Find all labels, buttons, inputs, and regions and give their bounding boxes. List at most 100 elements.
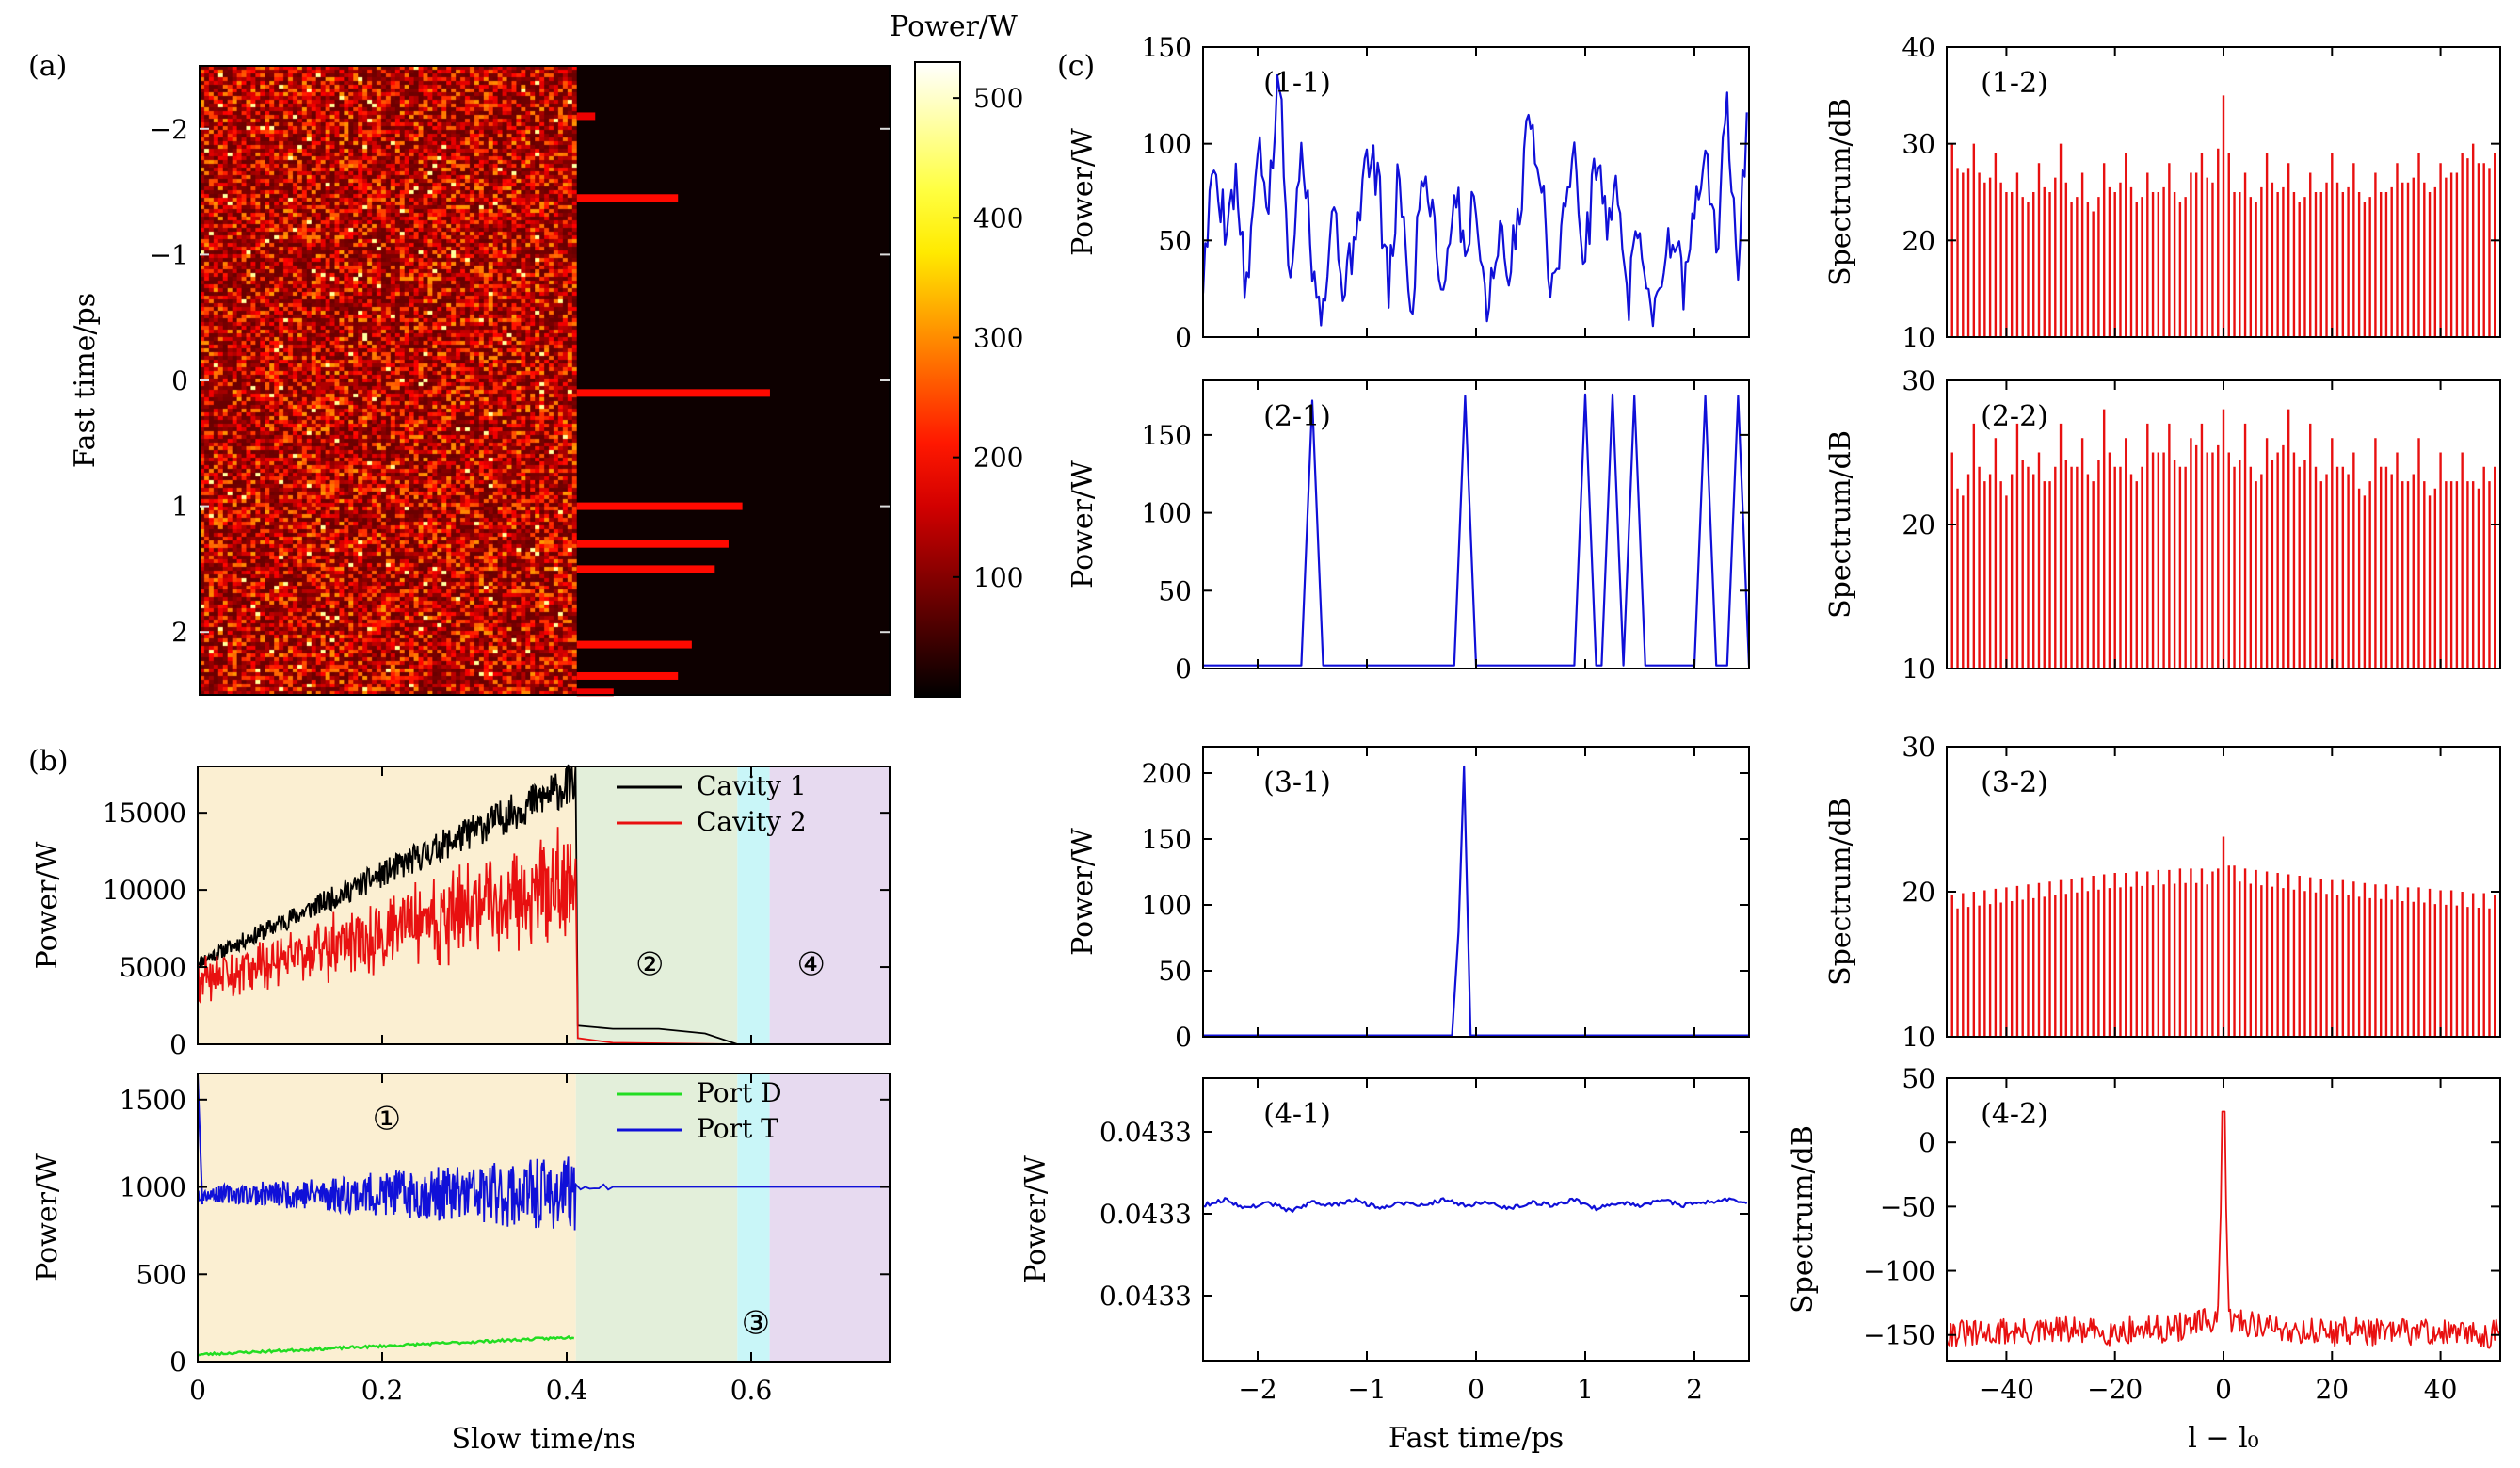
axes-frame <box>197 1073 891 1363</box>
y-tick-label: 50 <box>1158 956 1192 987</box>
panel-label-b-text: (b) <box>28 745 69 778</box>
region-label: ④ <box>796 945 825 983</box>
y-tick-label: 1500 <box>120 1085 186 1116</box>
colorbar-tick-label: 300 <box>973 322 1023 353</box>
colorbar-tick-label: 100 <box>973 562 1023 593</box>
x-tick-label: 0.6 <box>730 1375 773 1406</box>
y-tick-label: 0 <box>1175 322 1192 353</box>
panel-label-a: (a) <box>28 50 67 83</box>
x-tick-label: 0.4 <box>546 1375 588 1406</box>
series-trace <box>1203 73 1748 328</box>
chart-1-1: 0 50 100 150 (1-1) Power/W <box>1067 32 1750 353</box>
y-axis-label: Spectrum/dB <box>1824 98 1857 286</box>
y-tick-label: −1 <box>150 239 188 270</box>
x-axis-label: l − l₀ <box>2188 1422 2258 1455</box>
x-tick-label: 0 <box>189 1375 206 1406</box>
heatmap-streak <box>576 389 770 397</box>
y-tick-label: 30 <box>1902 129 1935 160</box>
heatmap-streak <box>576 688 614 697</box>
y-tick-label: 1 <box>171 492 188 523</box>
y-tick-label: 200 <box>1142 758 1192 789</box>
x-tick-label: 0.2 <box>361 1375 404 1406</box>
shaded-region <box>737 766 770 1044</box>
y-tick-label: 10 <box>1902 653 1935 685</box>
axes-frame <box>197 766 891 1045</box>
x-tick-label: −40 <box>1979 1374 2034 1405</box>
series-trace <box>1203 1197 1748 1214</box>
y-tick-label: 20 <box>1902 877 1935 908</box>
y-tick-label: 500 <box>136 1259 186 1290</box>
x-tick-label: −2 <box>1238 1374 1276 1405</box>
x-tick-label: 0 <box>2215 1374 2232 1405</box>
y-tick-label: 0.0433 <box>1099 1117 1192 1148</box>
colorbar-tick-label: 200 <box>973 443 1023 474</box>
subplot-label: (2-1) <box>1263 400 1331 433</box>
y-tick-label: −50 <box>1880 1191 1935 1222</box>
y-tick-label: 50 <box>1158 575 1192 606</box>
heatmap-streak <box>576 565 715 573</box>
y-axis-label: Fast time/ps <box>69 293 102 468</box>
heatmap-streak <box>576 502 743 510</box>
chart-2-1: 0 50 100 150 (2-1) Power/W <box>1067 379 1750 685</box>
y-axis-label: Power/W <box>1067 128 1099 256</box>
legend-entry: Port D <box>697 1077 782 1108</box>
x-tick-label: −20 <box>2087 1374 2143 1405</box>
chart-3-1: 0 50 100 150 200 (3-1) Power/W <box>1067 746 1750 1053</box>
y-tick-label: 150 <box>1142 420 1192 451</box>
y-tick-label: 0 <box>1175 653 1192 685</box>
panel-label-a-text: (a) <box>28 50 67 83</box>
y-tick-label: 0 <box>171 365 188 396</box>
y-axis-label: Power/W <box>1067 460 1099 589</box>
chart-heatmap-a: −2 −1 0 1 2 Fast time/ps 100 200 300 400 500 Power/… <box>69 10 1023 698</box>
heatmap-streak <box>576 194 679 202</box>
y-tick-label: 0 <box>1918 1127 1935 1158</box>
subplot-label: (4-1) <box>1263 1098 1331 1131</box>
x-axis-label: Fast time/ps <box>1388 1422 1564 1455</box>
y-tick-label: 0 <box>169 1029 186 1060</box>
x-tick-label: 20 <box>2315 1374 2349 1405</box>
shaded-region <box>769 766 890 1044</box>
heatmap-streak <box>576 671 679 680</box>
y-tick-label: −150 <box>1863 1320 1935 1351</box>
legend-entry: Port T <box>697 1113 778 1144</box>
y-tick-label: 10 <box>1902 322 1935 353</box>
colorbar-label: Power/W <box>890 10 1018 43</box>
series-port-t <box>197 1156 886 1231</box>
series-trace <box>1203 393 1749 667</box>
chart-4-1: 0.0433 0.0433 0.0433 −2 −1 0 1 2 (4-1) Power/W Fas… <box>1019 1077 1750 1455</box>
y-tick-label: 20 <box>1902 509 1935 540</box>
series-port-d <box>197 1334 574 1357</box>
y-tick-label: 1000 <box>120 1172 186 1203</box>
spectrum-trace <box>1947 1110 2500 1349</box>
subplot-label: (1-1) <box>1263 67 1331 100</box>
y-tick-label: 50 <box>1902 1063 1935 1094</box>
y-tick-label: 0.0433 <box>1099 1199 1192 1230</box>
colorbar-tick-label: 400 <box>973 202 1023 234</box>
y-tick-label: −100 <box>1863 1256 1935 1287</box>
colorbar <box>914 61 961 698</box>
y-axis-label: Power/W <box>1067 828 1099 956</box>
subplot-label: (1-2) <box>1981 67 2048 100</box>
x-tick-label: −1 <box>1347 1374 1386 1405</box>
region-label: ③ <box>742 1304 770 1342</box>
y-tick-label: 0 <box>169 1347 186 1378</box>
colorbar-tick-label: 500 <box>973 83 1023 114</box>
y-tick-label: 150 <box>1142 824 1192 855</box>
y-axis-label: Power/W <box>31 1153 64 1282</box>
series-cavity-2 <box>197 827 890 1045</box>
y-tick-label: 100 <box>1142 129 1192 160</box>
series-cavity-1 <box>197 764 890 1045</box>
chart-2-2: 10 20 30 (2-2) Spectrum/dB <box>1824 365 2501 685</box>
y-axis-label: Spectrum/dB <box>1824 798 1857 986</box>
y-tick-label: 50 <box>1158 225 1192 256</box>
panel-label-b: (b) <box>28 745 69 778</box>
y-tick-label: 10 <box>1902 1022 1935 1053</box>
region-label: ② <box>635 945 664 983</box>
series-trace <box>1203 765 1749 1037</box>
chart-4-2: −150 −100 −50 0 50 −40 −20 0 20 40 (4-2) Spectrum/d… <box>1787 1063 2501 1455</box>
shaded-region <box>575 1073 738 1362</box>
y-tick-label: 100 <box>1142 890 1192 921</box>
chart-b-bottom: ① ③ Port D Port T 0 500 1000 1500 0 0.2 0.4 0.6 Powe… <box>31 1073 891 1456</box>
